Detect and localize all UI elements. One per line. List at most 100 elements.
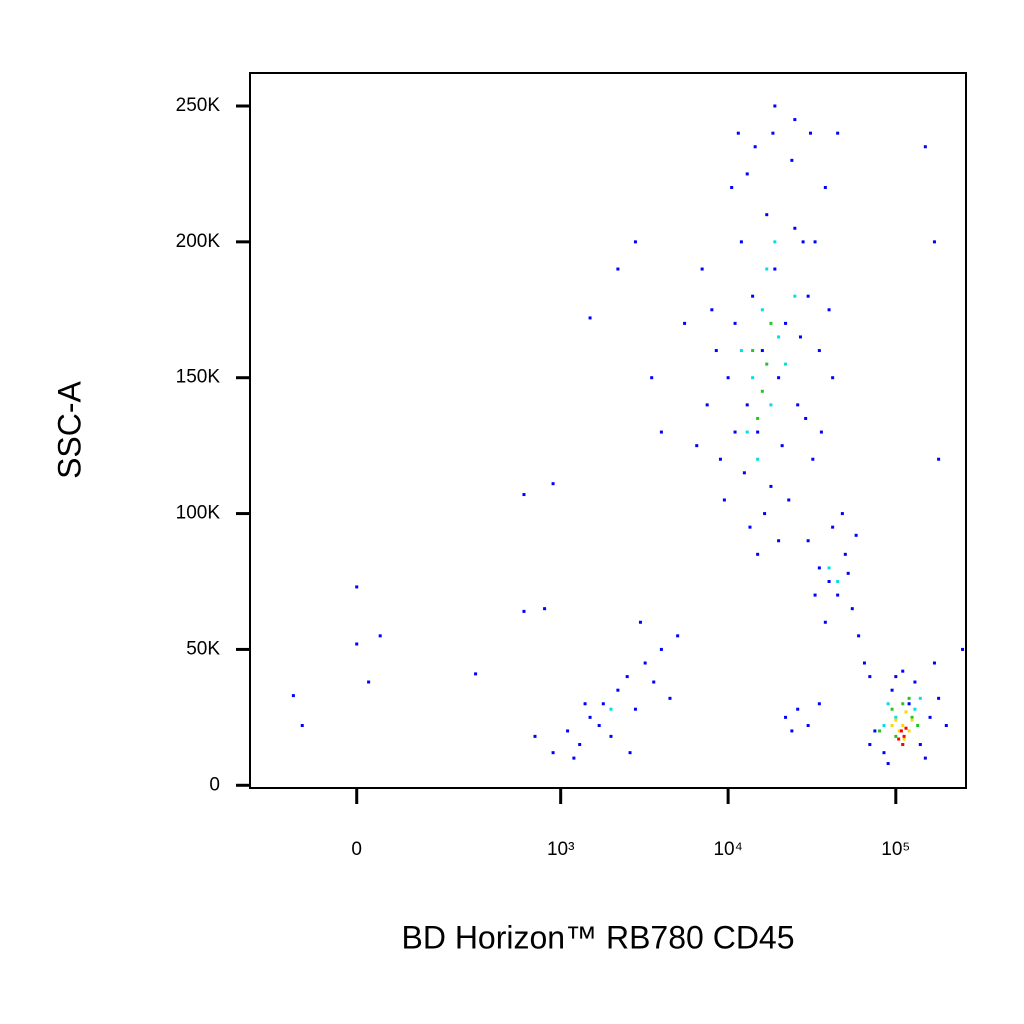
point xyxy=(831,376,835,380)
point xyxy=(291,694,295,698)
point xyxy=(784,715,788,719)
y-tick-label: 0 xyxy=(209,774,220,795)
point xyxy=(831,525,835,529)
point xyxy=(873,729,877,733)
point xyxy=(913,707,917,711)
point xyxy=(765,267,769,271)
point xyxy=(790,158,794,162)
point xyxy=(756,416,760,420)
point xyxy=(643,661,647,665)
point xyxy=(882,724,886,728)
point xyxy=(806,294,810,298)
point xyxy=(533,734,537,738)
point xyxy=(718,457,722,461)
point xyxy=(784,321,788,325)
point xyxy=(801,240,805,244)
y-tick-label: 150K xyxy=(176,367,221,388)
point xyxy=(901,702,905,706)
point xyxy=(683,321,687,325)
point xyxy=(836,131,840,135)
point xyxy=(793,294,797,298)
point xyxy=(742,471,746,475)
point xyxy=(601,702,605,706)
point xyxy=(907,729,911,733)
point xyxy=(730,186,734,190)
point xyxy=(862,661,866,665)
point xyxy=(817,702,821,706)
point xyxy=(355,585,359,589)
y-tick-label: 250K xyxy=(176,95,221,116)
y-tick-label: 100K xyxy=(176,503,221,524)
point xyxy=(597,724,601,728)
point xyxy=(616,267,620,271)
point xyxy=(705,403,709,407)
point xyxy=(937,696,941,700)
point xyxy=(572,756,576,760)
point xyxy=(566,729,570,733)
x-tick-label: 10⁴ xyxy=(713,839,742,860)
point xyxy=(771,131,775,135)
point xyxy=(932,240,936,244)
point xyxy=(798,335,802,339)
point xyxy=(827,566,831,570)
point xyxy=(355,642,359,646)
point xyxy=(897,737,901,741)
point xyxy=(695,444,699,448)
point xyxy=(904,726,908,730)
point xyxy=(894,718,898,722)
point xyxy=(522,609,526,613)
point xyxy=(668,696,672,700)
point xyxy=(793,226,797,230)
point xyxy=(760,389,764,393)
point xyxy=(751,294,755,298)
point xyxy=(773,104,777,108)
point xyxy=(894,734,898,738)
point xyxy=(609,707,613,711)
point xyxy=(796,403,800,407)
point xyxy=(777,376,781,380)
point xyxy=(733,430,737,434)
point xyxy=(300,724,304,728)
point xyxy=(780,444,784,448)
point xyxy=(854,533,858,537)
point xyxy=(827,579,831,583)
point xyxy=(777,539,781,543)
point xyxy=(726,376,730,380)
point xyxy=(793,118,797,122)
point xyxy=(811,457,815,461)
point xyxy=(806,724,810,728)
point xyxy=(551,751,555,755)
point xyxy=(890,688,894,692)
point xyxy=(722,498,726,502)
point xyxy=(928,715,932,719)
x-tick-label: 10⁵ xyxy=(881,839,910,860)
point xyxy=(765,213,769,217)
point xyxy=(882,751,886,755)
point xyxy=(923,756,927,760)
point xyxy=(868,743,872,747)
point xyxy=(378,634,382,638)
point xyxy=(769,484,773,488)
point xyxy=(633,240,637,244)
point xyxy=(751,376,755,380)
point xyxy=(886,762,890,766)
point xyxy=(910,715,914,719)
point xyxy=(901,724,905,728)
point xyxy=(790,729,794,733)
point xyxy=(650,376,654,380)
point xyxy=(932,661,936,665)
point xyxy=(817,349,821,353)
point xyxy=(907,696,911,700)
point xyxy=(843,552,847,556)
point xyxy=(836,579,840,583)
point xyxy=(868,675,872,679)
point xyxy=(840,512,844,516)
point xyxy=(756,552,760,556)
point xyxy=(700,267,704,271)
point xyxy=(813,240,817,244)
point xyxy=(901,669,905,673)
point xyxy=(796,707,800,711)
point xyxy=(894,675,898,679)
point xyxy=(857,634,861,638)
